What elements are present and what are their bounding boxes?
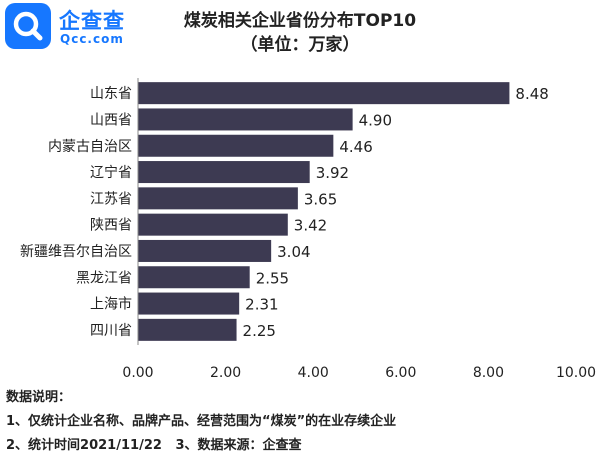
bar-9 <box>138 318 237 341</box>
x-tick-label-2: 4.00 <box>298 365 329 381</box>
bar-2 <box>138 134 334 157</box>
value-label-3: 3.92 <box>316 164 349 182</box>
value-label-4: 3.65 <box>304 190 337 208</box>
bar-8 <box>138 292 240 315</box>
value-label-2: 4.46 <box>339 138 372 156</box>
chart-title: 煤炭相关企业省份分布TOP10 <box>183 11 417 31</box>
notes-heading: 数据说明： <box>6 390 72 405</box>
category-label-2: 内蒙古自治区 <box>48 139 132 155</box>
value-label-7: 2.55 <box>256 269 289 287</box>
category-label-5: 陕西省 <box>90 218 132 234</box>
x-tick-label-3: 6.00 <box>385 365 416 381</box>
category-label-4: 江苏省 <box>90 191 132 207</box>
notes-line-1: 1、仅统计企业名称、品牌产品、经营范围为“煤炭”的在业存续企业 <box>6 414 397 429</box>
brand-name-cn: 企查查 <box>59 9 125 33</box>
logo-badge <box>5 3 51 49</box>
x-tick-label-0: 0.00 <box>122 365 153 381</box>
value-label-9: 2.25 <box>243 322 276 340</box>
bar-7 <box>138 266 250 289</box>
value-label-1: 4.90 <box>359 111 392 129</box>
notes-line-2: 2、统计时间2021/11/22 3、数据来源：企查查 <box>6 438 302 453</box>
chart-subtitle: （单位：万家） <box>240 35 360 55</box>
x-tick-label-1: 2.00 <box>210 365 241 381</box>
category-label-1: 山西省 <box>90 112 132 128</box>
category-label-0: 山东省 <box>90 86 132 102</box>
bar-1 <box>138 108 353 131</box>
value-label-6: 3.04 <box>277 243 310 261</box>
bar-5 <box>138 213 288 236</box>
category-label-8: 上海市 <box>90 296 132 313</box>
bar-0 <box>138 82 510 105</box>
x-tick-label-5: 10.00 <box>556 365 596 381</box>
category-label-3: 辽宁省 <box>90 164 132 181</box>
category-label-9: 四川省 <box>90 323 132 339</box>
brand-name-en: Qcc.com <box>60 32 124 46</box>
category-label-6: 新疆维吾尔自治区 <box>20 244 132 260</box>
brand-logo: 企查查 Qcc.com <box>5 3 155 49</box>
bar-chart: 山东省 8.48 山西省 4.90 内蒙古自治区 4.46 辽宁省 3.92 江苏省 3.65 陕西… <box>20 78 596 381</box>
bar-4 <box>138 187 298 210</box>
bar-6 <box>138 239 272 262</box>
x-tick-label-4: 8.00 <box>473 365 504 381</box>
value-label-8: 2.31 <box>245 296 278 314</box>
value-label-5: 3.42 <box>294 217 327 235</box>
bar-3 <box>138 161 310 184</box>
value-label-0: 8.48 <box>515 85 548 103</box>
magnifier-q-icon <box>13 11 43 41</box>
category-label-7: 黑龙江省 <box>76 270 132 286</box>
